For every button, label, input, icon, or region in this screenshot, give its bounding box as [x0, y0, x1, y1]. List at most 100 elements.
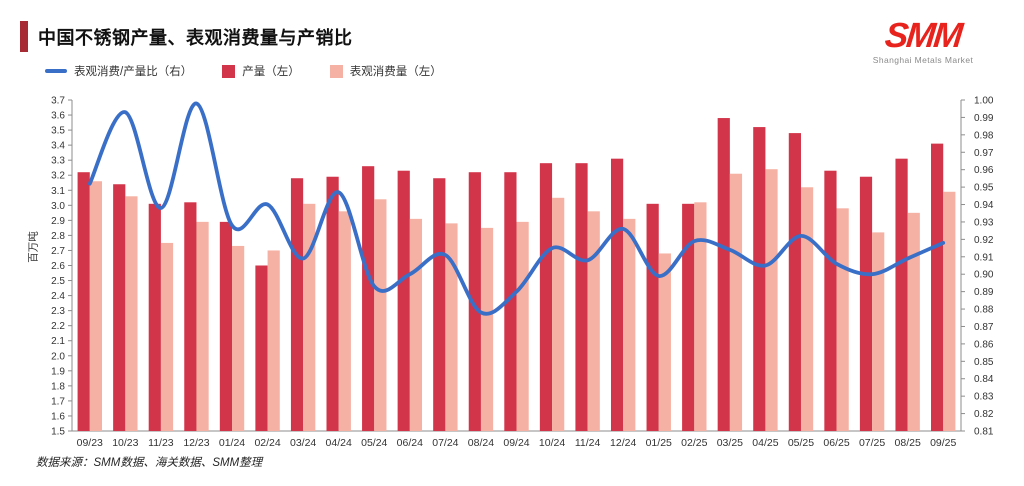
bar-consumption — [196, 221, 209, 431]
consumption-swatch-icon — [329, 64, 343, 78]
chart-legend: 表观消费/产量比（右） 产量（左） 表观消费量（左） — [45, 63, 442, 79]
x-axis-label: 09/24 — [503, 437, 529, 449]
left-axis-tick-label: 1.5 — [51, 427, 65, 438]
bar-consumption — [907, 212, 920, 431]
x-axis-label: 05/25 — [788, 437, 814, 449]
right-axis-tick-label: 0.82 — [974, 409, 994, 420]
x-axis-label: 11/24 — [575, 437, 601, 449]
x-axis-label: 11/23 — [148, 437, 174, 449]
bar-production — [682, 203, 695, 431]
left-axis-tick-label: 1.7 — [51, 396, 65, 407]
smm-logo-tagline: Shanghai Metals Market — [872, 55, 974, 65]
bar-production — [539, 163, 553, 431]
right-axis-tick-label: 0.97 — [974, 148, 994, 159]
bar-consumption — [125, 196, 138, 431]
right-axis-tick-label: 0.99 — [974, 113, 994, 124]
bar-production — [859, 176, 873, 431]
x-axis-label: 10/23 — [112, 437, 138, 449]
bar-consumption — [374, 199, 387, 431]
right-axis-tick-label: 0.95 — [974, 183, 994, 194]
bar-production — [468, 172, 481, 431]
x-axis-label: 05/24 — [361, 437, 387, 449]
legend-ratio-label: 表观消费/产量比（右） — [74, 66, 193, 78]
left-axis-tick-label: 1.8 — [51, 381, 65, 392]
right-axis-tick-label: 0.92 — [974, 235, 994, 246]
left-axis-tick-label: 2.1 — [51, 336, 65, 347]
bar-consumption — [303, 203, 316, 431]
bar-production — [433, 178, 446, 431]
page-title: 中国不锈钢产量、表观消费量与产销比 — [38, 28, 353, 48]
legend-item-consumption: 表观消费量（左） — [329, 63, 442, 79]
left-axis-tick-label: 1.6 — [51, 411, 65, 422]
bar-production — [931, 143, 944, 431]
left-axis-tick-label: 2.2 — [51, 321, 65, 332]
x-axis-label: 08/24 — [468, 437, 494, 449]
right-axis-tick-label: 0.83 — [974, 392, 994, 403]
x-axis-label: 02/24 — [254, 437, 280, 449]
left-axis-tick-label: 3.5 — [51, 126, 65, 137]
right-axis-tick-label: 0.88 — [974, 305, 994, 316]
right-axis-tick-label: 0.90 — [974, 270, 994, 281]
bar-consumption — [480, 227, 494, 431]
bar-production — [788, 133, 801, 431]
bar-production — [575, 163, 588, 431]
left-axis-tick-label: 3.0 — [51, 201, 65, 212]
bar-production — [77, 172, 90, 431]
x-axis-label: 06/25 — [823, 437, 849, 449]
right-axis-tick-label: 0.98 — [974, 130, 994, 141]
bar-production — [148, 203, 161, 431]
left-axis-tick-label: 3.7 — [51, 96, 65, 107]
right-axis-tick-label: 0.87 — [974, 322, 994, 333]
right-axis-tick-label: 0.96 — [974, 165, 994, 176]
bar-consumption — [267, 250, 280, 431]
bar-production — [219, 221, 233, 431]
title-accent-bar — [20, 21, 28, 52]
x-axis-label: 09/23 — [77, 437, 103, 449]
bar-consumption — [552, 197, 565, 431]
x-axis-label: 06/24 — [397, 437, 423, 449]
left-axis-tick-label: 2.8 — [51, 231, 65, 242]
bar-consumption — [338, 211, 351, 431]
bar-consumption — [160, 242, 174, 431]
x-axis-label: 01/25 — [646, 437, 672, 449]
right-axis-tick-label: 0.89 — [974, 287, 994, 298]
bar-consumption — [587, 211, 600, 431]
bar-consumption — [800, 187, 814, 431]
bar-production — [504, 172, 517, 431]
bar-consumption — [516, 221, 529, 431]
left-axis-tick-label: 3.1 — [51, 186, 65, 197]
right-axis-tick-label: 0.85 — [974, 357, 994, 368]
bar-consumption — [658, 253, 671, 431]
x-axis-label: 12/24 — [610, 437, 636, 449]
left-axis-tick-label: 2.0 — [51, 351, 65, 362]
bar-production — [610, 158, 624, 431]
x-axis-label: 04/24 — [326, 437, 352, 449]
left-axis-tick-label: 2.4 — [51, 291, 65, 302]
bar-production — [326, 176, 339, 431]
right-axis-tick-label: 0.94 — [974, 200, 994, 211]
bar-production — [717, 118, 730, 432]
bar-consumption — [872, 232, 885, 431]
bar-production — [646, 203, 659, 431]
right-axis-tick-label: 0.93 — [974, 217, 994, 228]
bar-production — [895, 158, 908, 431]
x-axis-label: 03/25 — [717, 437, 743, 449]
bar-consumption — [445, 223, 458, 431]
x-axis-label: 07/24 — [432, 437, 458, 449]
x-axis-label: 09/25 — [930, 437, 956, 449]
right-axis-tick-label: 0.91 — [974, 252, 994, 263]
data-source-note: 数据来源：SMM数据、海关数据、SMM整理 — [36, 457, 263, 469]
x-axis-label: 07/25 — [859, 437, 885, 449]
x-axis-label: 03/24 — [290, 437, 316, 449]
left-axis-tick-label: 2.3 — [51, 306, 65, 317]
left-axis-tick-label: 3.4 — [51, 141, 65, 152]
legend-item-production: 产量（左） — [222, 63, 300, 79]
bar-production — [113, 184, 126, 431]
bar-consumption — [623, 218, 636, 431]
bar-consumption — [89, 181, 102, 431]
legend-item-ratio: 表观消费/产量比（右） — [45, 63, 192, 79]
bar-consumption — [836, 208, 849, 431]
legend-consumption-label: 表观消费量（左） — [349, 66, 442, 78]
bar-consumption — [729, 173, 743, 432]
